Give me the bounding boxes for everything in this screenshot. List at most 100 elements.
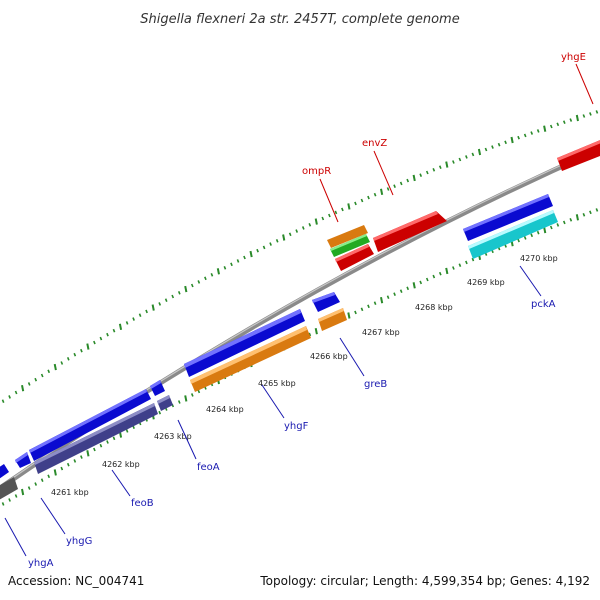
- tick-mark: [106, 332, 109, 337]
- gene-label-envZ: envZ: [362, 138, 387, 149]
- tick-mark: [53, 363, 57, 371]
- tick-mark: [556, 223, 560, 227]
- gene-labels: yhgA yhgG feoB feoA yhgF greB pckA ompR …: [28, 52, 586, 569]
- tick-mark: [216, 268, 220, 275]
- tick-mark: [419, 280, 423, 285]
- tick-mark: [347, 203, 351, 210]
- tick-mark: [230, 262, 233, 267]
- tick-mark: [523, 133, 527, 138]
- tick-mark: [60, 466, 64, 471]
- tick-mark: [249, 250, 253, 258]
- tick-mark: [458, 157, 462, 162]
- tick-mark: [184, 285, 188, 293]
- tick-mark: [328, 213, 331, 218]
- tick-mark: [21, 488, 25, 496]
- tick-mark: [275, 239, 279, 243]
- tick-mark: [412, 282, 416, 289]
- tick-mark: [419, 173, 423, 177]
- gene-label-ompR: ompR: [302, 166, 331, 177]
- tick-mark: [53, 469, 57, 476]
- tick-mark: [27, 382, 31, 386]
- genome-summary: Topology: circular; Length: 4,599,354 bp…: [260, 574, 590, 588]
- tick-mark: [458, 263, 462, 267]
- tick-mark: [66, 357, 70, 361]
- tick-mark: [47, 369, 51, 374]
- tick-mark: [393, 292, 396, 296]
- tick-mark: [34, 377, 38, 382]
- tick-mark: [321, 216, 325, 221]
- tick-mark: [21, 385, 25, 392]
- gene-fwd-1: [0, 464, 9, 479]
- gene-greB: [318, 308, 347, 331]
- tick-mark: [262, 245, 266, 250]
- tick-mark: [158, 410, 162, 415]
- tick-mark: [80, 348, 83, 353]
- tick-mark: [14, 390, 18, 395]
- gene-feoB: [29, 389, 151, 461]
- tick-mark: [295, 229, 299, 233]
- tick-mark: [530, 131, 534, 135]
- tick-mark: [47, 474, 51, 479]
- gene-label-feoB: feoB: [131, 498, 154, 509]
- tick-mark: [406, 286, 410, 291]
- tick-mark: [151, 304, 155, 311]
- tick-mark: [190, 283, 194, 288]
- tick-mark: [497, 142, 501, 147]
- gene-pckA: [468, 210, 558, 259]
- tick-mark: [360, 198, 364, 203]
- tick-mark: [445, 161, 449, 168]
- tick-mark: [438, 165, 442, 169]
- tick-mark: [118, 323, 123, 330]
- outer-tick-track: [1, 110, 599, 403]
- tick-mark: [360, 307, 364, 312]
- tick-mark: [171, 294, 175, 299]
- tick-mark: [269, 242, 272, 246]
- tick-mark: [523, 236, 527, 240]
- tick-mark: [562, 120, 566, 124]
- tick-mark: [380, 188, 384, 195]
- gene-fwd-greB: [312, 292, 340, 312]
- scale-label-4262: 4262 kbp: [102, 460, 140, 469]
- gene-label-yhgA: yhgA: [28, 558, 54, 569]
- tick-mark: [106, 440, 109, 444]
- tick-mark: [99, 336, 103, 341]
- tick-mark: [210, 273, 214, 277]
- tick-mark: [536, 230, 540, 235]
- tick-mark: [125, 429, 129, 433]
- tick-mark: [223, 266, 227, 270]
- tick-mark: [517, 135, 520, 140]
- gene-yhgE: [557, 140, 600, 171]
- tick-mark: [569, 118, 573, 122]
- tick-mark: [386, 187, 390, 191]
- tick-mark: [445, 267, 449, 275]
- tick-mark: [465, 260, 468, 265]
- forward-strand-genes: [0, 140, 600, 479]
- tick-mark: [367, 195, 370, 200]
- tick-mark: [184, 395, 188, 402]
- tick-mark: [112, 436, 116, 441]
- tick-mark: [471, 152, 475, 157]
- accession-label: Accession: NC_004741: [8, 574, 145, 588]
- gene-label-yhgE: yhgE: [561, 52, 586, 63]
- tick-mark: [484, 147, 488, 152]
- tick-mark: [595, 208, 599, 212]
- tick-mark: [132, 317, 135, 321]
- tick-mark: [465, 155, 468, 159]
- map-title: Shigella flexneri 2a str. 2457T, complet…: [140, 12, 459, 27]
- gene-label-greB: greB: [364, 379, 387, 390]
- tick-mark: [549, 124, 553, 129]
- tick-mark: [347, 312, 351, 319]
- tick-mark: [549, 225, 553, 230]
- tick-mark: [354, 201, 357, 206]
- tick-mark: [543, 125, 547, 132]
- scale-label-4263: 4263 kbp: [154, 432, 192, 441]
- gene-label-yhgG: yhgG: [66, 536, 92, 547]
- tick-mark: [8, 498, 11, 502]
- gene-yhgG: [34, 403, 158, 474]
- tick-mark: [334, 210, 338, 215]
- tick-mark: [1, 399, 5, 403]
- tick-mark: [138, 313, 142, 317]
- tick-mark: [314, 218, 318, 225]
- tick-mark: [504, 140, 507, 145]
- tick-mark: [575, 214, 579, 221]
